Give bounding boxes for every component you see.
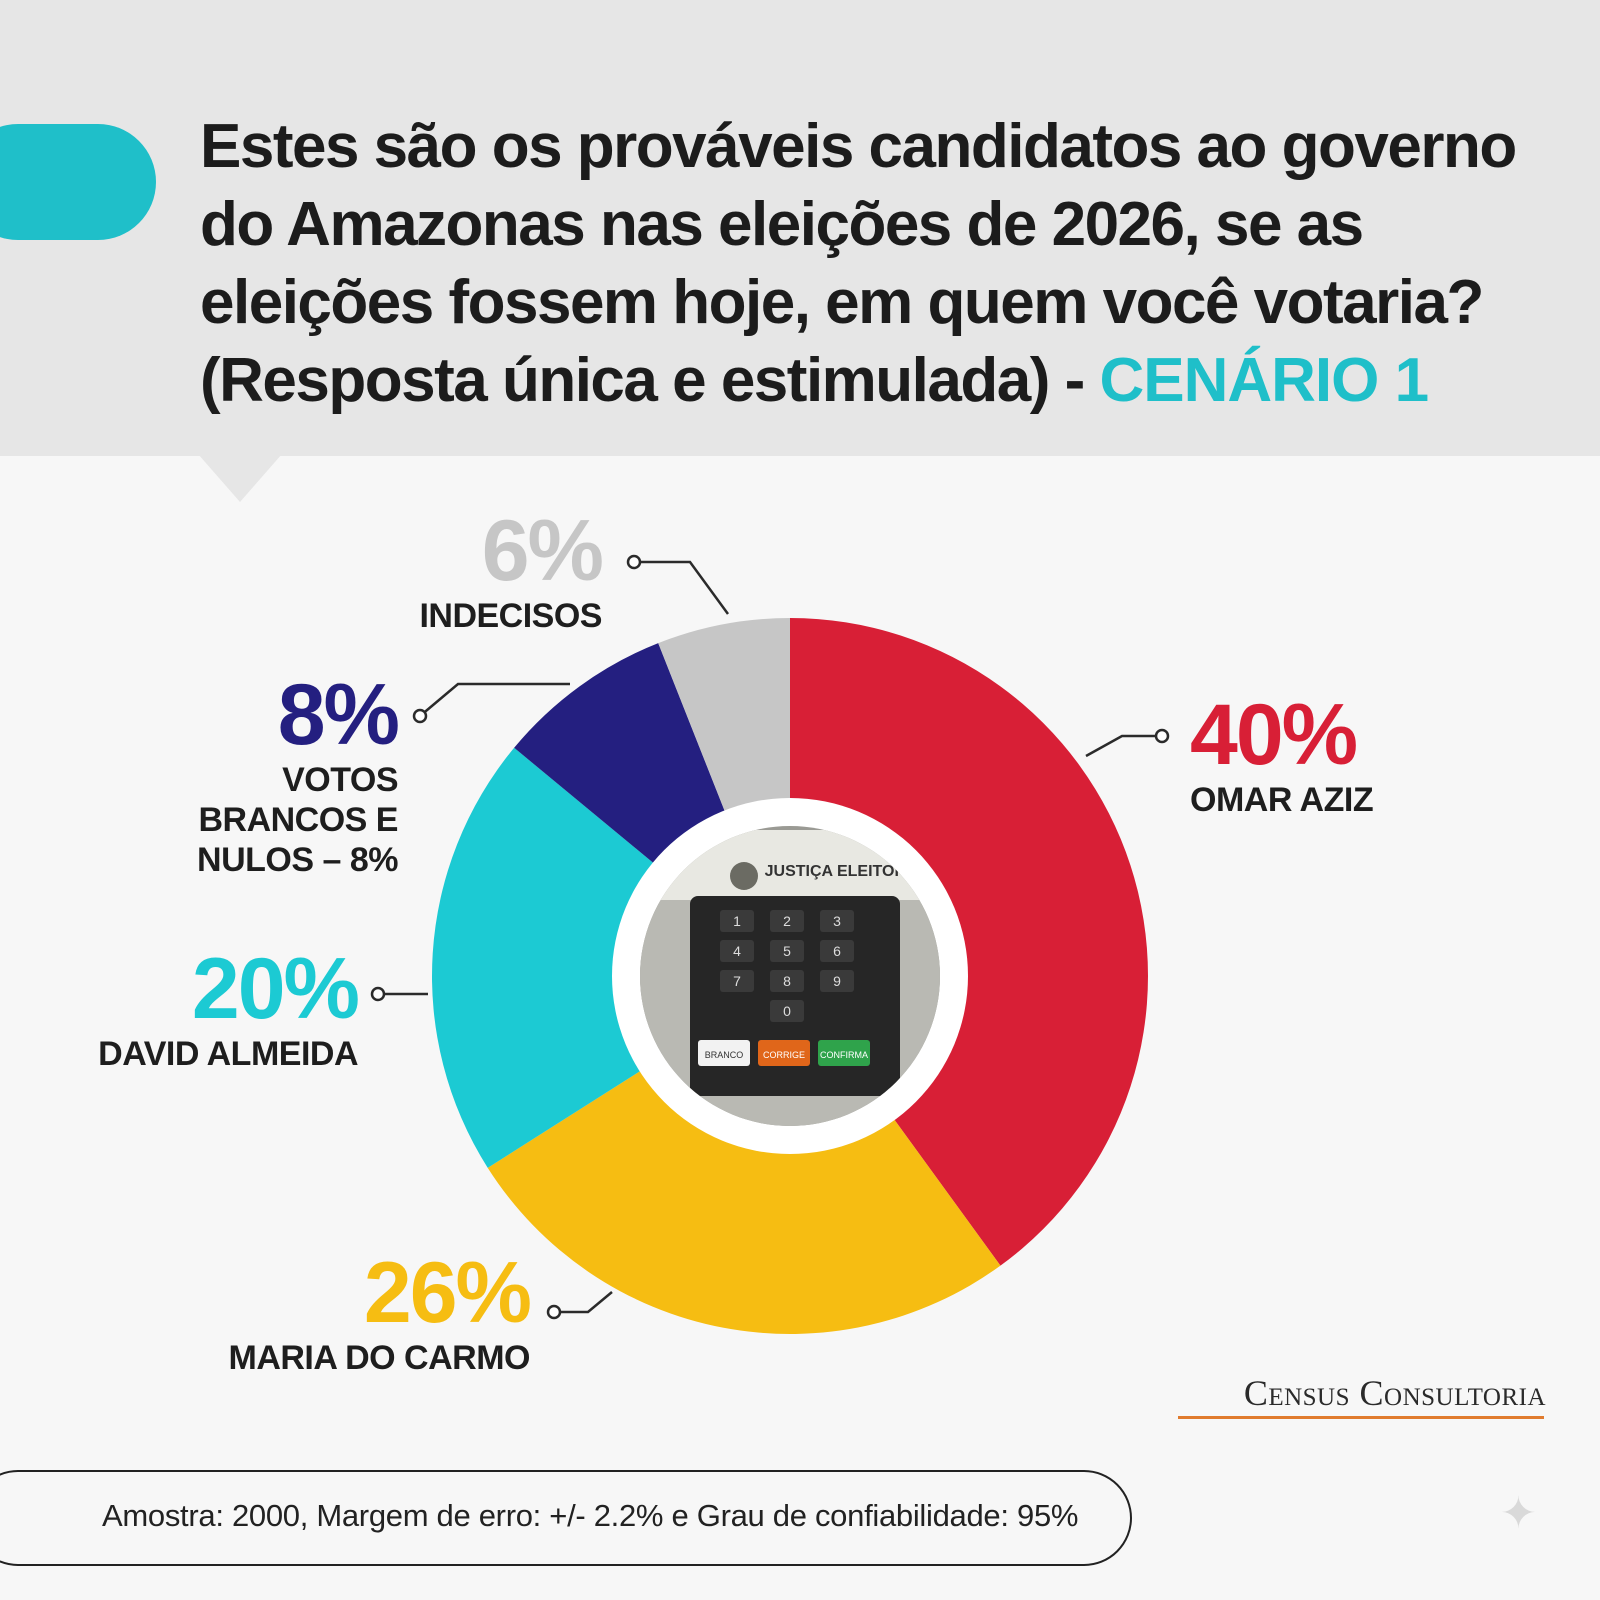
key-confirma — [818, 1040, 870, 1066]
leader-brancos — [419, 682, 570, 717]
header-panel — [0, 0, 1600, 456]
pct-david: 20% — [191, 941, 360, 1037]
sparkle-icon: ✦ — [1500, 1489, 1537, 1538]
key-corrige — [758, 1040, 810, 1066]
leader-maria-dot — [546, 1304, 562, 1320]
name-omar: OMAR AZIZ — [1190, 781, 1374, 819]
slice-omar — [790, 618, 1148, 1266]
leader-indecisos — [634, 560, 730, 615]
key-1 — [720, 910, 754, 932]
key-branco — [698, 1040, 750, 1066]
pct-indecisos: 6% — [481, 503, 604, 599]
key-3-label: 3 — [833, 913, 841, 929]
title-scenario: CENÁRIO 1 — [1099, 346, 1429, 415]
key-3 — [820, 910, 854, 932]
name-maria: MARIA DO CARMO — [228, 1339, 531, 1377]
key-6 — [820, 940, 854, 962]
key-confirma-label: CONFIRMA — [820, 1050, 868, 1060]
key-9-label: 9 — [833, 973, 841, 989]
key-5 — [770, 940, 804, 962]
key-4 — [720, 940, 754, 962]
slice-david — [431, 747, 675, 1168]
label-brancos: 8% VOTOS BRANCOS E NULOS – 8% — [90, 667, 400, 880]
pct-omar: 40% — [1190, 687, 1358, 783]
emblem-icon — [730, 862, 758, 890]
leader-omar — [1085, 734, 1162, 758]
brand-underline — [1178, 1416, 1544, 1419]
slice-indecisos — [658, 618, 790, 837]
key-8 — [770, 970, 804, 992]
title-main: Estes são os prováveis candidatos ao gov… — [200, 112, 1517, 415]
leader-david-dot — [370, 986, 386, 1002]
label-maria: 26% MARIA DO CARMO — [160, 1245, 533, 1378]
leader-omar-dot — [1154, 728, 1170, 744]
key-5-label: 5 — [783, 943, 791, 959]
label-david: 20% DAVID ALMEIDA — [40, 941, 360, 1074]
key-6-label: 6 — [833, 943, 841, 959]
key-branco-label: BRANCO — [705, 1050, 744, 1060]
key-1-label: 1 — [733, 913, 741, 929]
machine-printed-text: JUSTIÇA ELEITORAL — [765, 863, 928, 880]
chart-leaders — [370, 554, 1170, 1320]
page-title: Estes são os prováveis candidatos ao gov… — [200, 108, 1520, 420]
pct-brancos: 8% — [277, 667, 400, 763]
header-notch — [198, 454, 282, 502]
accent-pill — [0, 124, 156, 240]
leader-indecisos-dot — [626, 554, 642, 570]
name-indecisos: INDECISOS — [419, 597, 602, 635]
label-omar: 40% OMAR AZIZ — [1190, 690, 1520, 820]
key-0-label: 0 — [783, 1003, 791, 1019]
key-8-label: 8 — [783, 973, 791, 989]
slice-brancos — [514, 643, 735, 881]
key-0 — [770, 1000, 804, 1022]
key-7 — [720, 970, 754, 992]
key-corrige-label: CORRIGE — [763, 1050, 805, 1060]
name-brancos: VOTOS BRANCOS E NULOS – 8% — [197, 761, 398, 879]
brand-logo: Census Consultoria — [1243, 1373, 1546, 1413]
key-9 — [820, 970, 854, 992]
footer-note: Amostra: 2000, Margem de erro: +/- 2.2% … — [102, 1498, 1079, 1533]
label-indecisos: 6% INDECISOS — [290, 503, 604, 636]
key-2 — [770, 910, 804, 932]
leader-brancos-dot — [412, 708, 428, 724]
key-4-label: 4 — [733, 943, 741, 959]
leader-maria — [554, 1291, 613, 1314]
footer-box — [0, 1470, 1132, 1566]
key-7-label: 7 — [733, 973, 741, 989]
pct-maria: 26% — [363, 1245, 532, 1341]
name-david: DAVID ALMEIDA — [98, 1035, 358, 1073]
key-2-label: 2 — [783, 913, 791, 929]
